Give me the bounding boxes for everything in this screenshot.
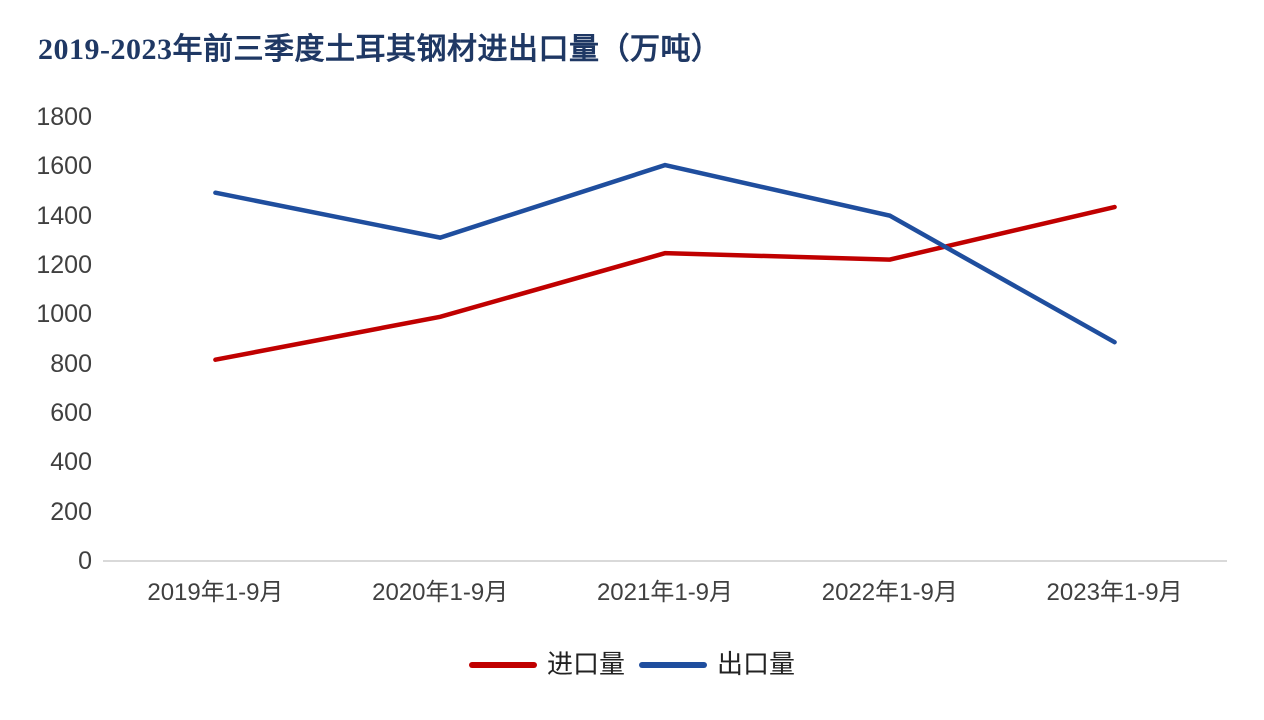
y-axis-tick-label: 0	[78, 547, 92, 575]
y-axis-tick-label: 1400	[36, 201, 92, 230]
legend-label: 进口量	[546, 650, 625, 679]
x-axis-tick-label: 2021年1-9月	[596, 579, 734, 606]
legend-item-export: 出口量	[639, 650, 795, 680]
x-axis-tick-label: 2020年1-9月	[372, 579, 509, 606]
legend-line-swatch	[468, 662, 537, 668]
y-axis-tick-label: 400	[50, 448, 92, 477]
series-line-import	[213, 204, 1117, 362]
series-line-export	[213, 162, 1117, 345]
legend-label: 出口量	[717, 650, 796, 679]
legend-item-import: 进口量	[468, 650, 625, 680]
y-axis-tick-label: 200	[50, 497, 92, 526]
x-axis-tick-label: 2023年1-9月	[1046, 579, 1183, 606]
y-axis-tick-label: 1200	[36, 251, 92, 279]
y-axis-tick-label: 1000	[36, 300, 92, 329]
chart-title: 2019-2023年前三季度土耳其钢材进出口量（万吨）	[38, 33, 722, 66]
legend: 进口量 出口量	[0, 650, 1264, 680]
y-axis-tick-label: 800	[50, 349, 92, 378]
x-axis-tick-label: 2019年1-9月	[147, 579, 284, 606]
legend-line-swatch	[639, 662, 707, 668]
x-axis-tick-label: 2022年1-9月	[821, 579, 958, 606]
y-axis-tick-label: 600	[50, 399, 92, 427]
y-axis-tick-label: 1800	[36, 103, 92, 131]
y-axis-tick-label: 1600	[36, 152, 92, 181]
